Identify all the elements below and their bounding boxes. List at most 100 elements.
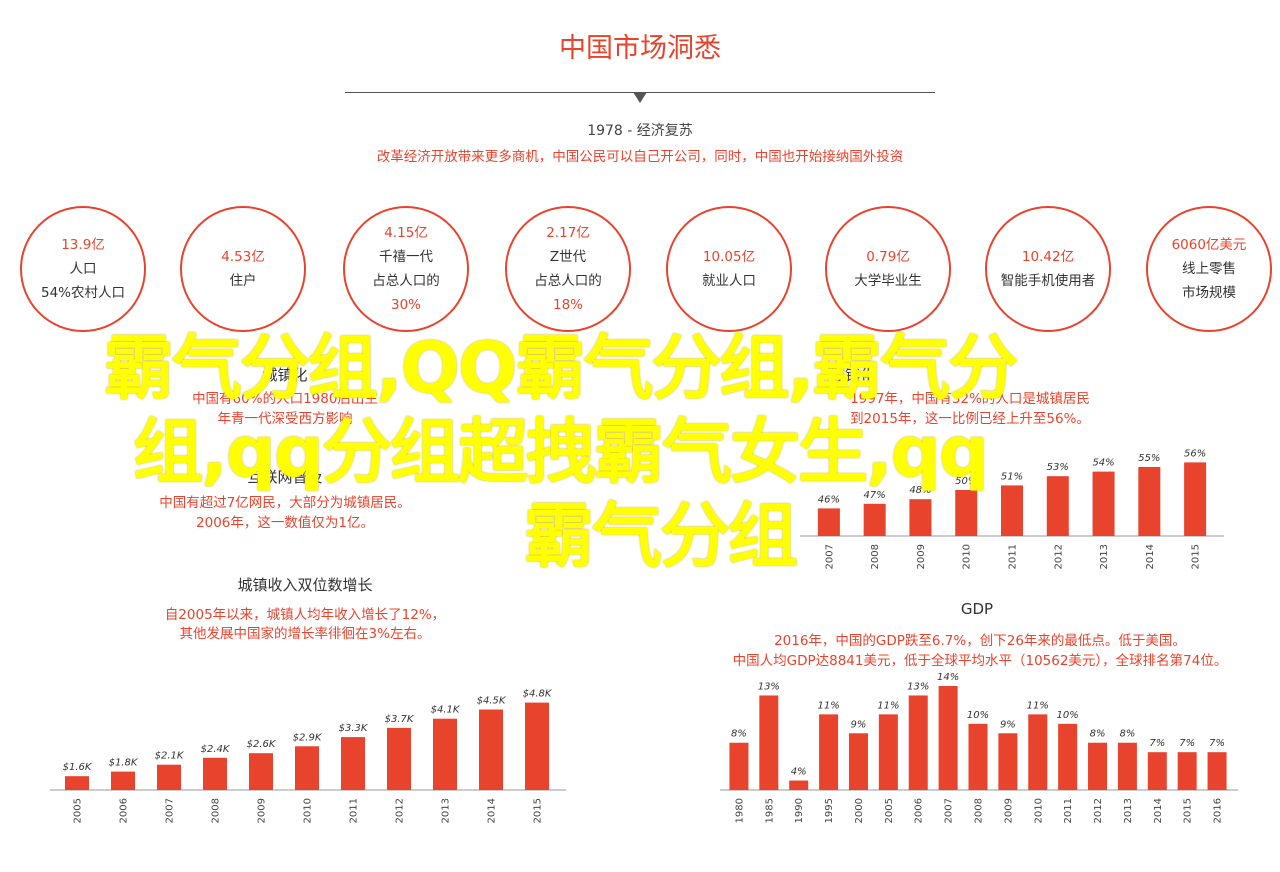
data-label: $2.6K bbox=[247, 739, 277, 750]
data-label: 11% bbox=[1027, 700, 1049, 711]
stat-circle-line: 大学毕业生 bbox=[854, 273, 922, 289]
bar bbox=[111, 771, 135, 790]
right-urban-heading: 城镇化 bbox=[830, 366, 876, 384]
bar bbox=[909, 499, 932, 536]
data-label: $3.3K bbox=[339, 723, 369, 734]
stat-circle-line: 线上零售 bbox=[1182, 261, 1236, 277]
x-tick-label: 2014 bbox=[487, 798, 498, 823]
x-tick-label: 2015 bbox=[1191, 544, 1202, 569]
data-label: 48% bbox=[909, 485, 931, 496]
bar bbox=[848, 733, 868, 790]
x-tick-label: 2011 bbox=[349, 798, 360, 823]
stat-circle-line: Z世代 bbox=[549, 249, 587, 265]
data-label: 13% bbox=[758, 681, 780, 692]
data-label: 47% bbox=[864, 490, 886, 501]
data-label: 53% bbox=[1047, 462, 1069, 473]
bar bbox=[968, 723, 988, 790]
stat-circle: 2.17亿 Z世代 占总人口的 18% bbox=[505, 206, 631, 332]
x-tick-label: 2005 bbox=[73, 798, 84, 823]
x-tick-label: 2008 bbox=[211, 798, 222, 823]
stat-circle: 4.15亿 千禧一代 占总人口的 30% bbox=[343, 206, 469, 332]
x-tick-label: 2009 bbox=[916, 544, 927, 569]
bar bbox=[1117, 742, 1137, 790]
x-tick-label: 2007 bbox=[824, 544, 835, 569]
stat-circle-line: 13.9亿 bbox=[61, 237, 105, 253]
internet-note-2: 2006年，这一数值仅为1亿。 bbox=[196, 515, 374, 531]
x-tick-label: 2014 bbox=[1145, 544, 1156, 569]
stat-circle-line: 4.15亿 bbox=[384, 225, 428, 241]
x-tick-label: 2011 bbox=[1008, 544, 1019, 569]
stat-circle-line: 占总人口的 bbox=[534, 273, 602, 289]
stat-circle: 10.05亿 就业人口 bbox=[666, 206, 792, 332]
x-tick-label: 2010 bbox=[303, 798, 314, 823]
data-label: $2.1K bbox=[155, 751, 185, 762]
bar bbox=[1147, 752, 1167, 790]
bar bbox=[157, 764, 181, 790]
bar bbox=[1088, 742, 1108, 790]
x-tick-label: 2010 bbox=[1033, 798, 1044, 823]
x-tick-label: 1990 bbox=[794, 798, 805, 823]
x-tick-label: 2015 bbox=[1183, 798, 1194, 823]
x-tick-label: 1985 bbox=[764, 798, 775, 823]
data-label: 10% bbox=[967, 710, 989, 721]
x-tick-label: 2016 bbox=[1213, 798, 1224, 823]
year-line: 1978 - 经济复苏 bbox=[587, 123, 693, 139]
right-urban-note-2: 到2015年，这一比例已经上升至56%。 bbox=[850, 411, 1090, 427]
stat-circle-line: 占总人口的 bbox=[372, 273, 440, 289]
data-label: 8% bbox=[1119, 729, 1135, 740]
bar bbox=[1001, 485, 1023, 536]
data-label: $3.7K bbox=[385, 714, 415, 725]
urbanization-note-1: 中国有60%的人口1980后出生 bbox=[192, 391, 378, 407]
x-tick-label: 2006 bbox=[119, 798, 130, 823]
gdp-heading: GDP bbox=[960, 600, 994, 618]
stat-circle: 4.53亿 住户 bbox=[180, 206, 306, 332]
income-heading: 城镇收入双位数增长 bbox=[237, 576, 373, 594]
x-tick-label: 2013 bbox=[441, 798, 452, 823]
data-label: 11% bbox=[817, 700, 839, 711]
stat-circle-line: 54%农村人口 bbox=[40, 285, 125, 301]
bar bbox=[249, 753, 273, 790]
header-description: 改革经济开放带来更多商机，中国公民可以自己开公司，同时，中国也开始接纳国外投资 bbox=[376, 149, 904, 165]
x-tick-label: 2011 bbox=[1063, 798, 1074, 823]
x-tick-label: 2005 bbox=[884, 798, 895, 823]
data-label: 56% bbox=[1184, 448, 1206, 459]
stat-circle-line: 市场规模 bbox=[1182, 285, 1236, 301]
income-bar-chart: $1.6K 2005 $1.8K 2006 $2.1K 2007 $2.4K 2008 $2.6… bbox=[50, 689, 566, 823]
bar bbox=[387, 727, 411, 790]
stat-circle-line: 2.17亿 bbox=[546, 225, 590, 241]
income-note-1: 自2005年以来，城镇人均年收入增长了12%， bbox=[164, 607, 446, 623]
data-label: 14% bbox=[937, 672, 959, 683]
bar bbox=[1184, 462, 1207, 536]
bar bbox=[525, 702, 549, 790]
data-label: 10% bbox=[1057, 710, 1079, 721]
bar bbox=[1177, 752, 1197, 790]
stat-circle-line: 6060亿美元 bbox=[1171, 237, 1247, 253]
stat-circle: 6060亿美元 线上零售市场规模 bbox=[1146, 206, 1272, 332]
data-label: 8% bbox=[1090, 729, 1106, 740]
bar bbox=[433, 718, 457, 790]
bar bbox=[1138, 467, 1161, 536]
stat-circle-line: 30% bbox=[390, 297, 421, 313]
bar bbox=[1028, 714, 1048, 790]
stat-circle: 0.79亿 大学毕业生 bbox=[825, 206, 951, 332]
x-tick-label: 2007 bbox=[944, 798, 955, 823]
bar bbox=[819, 714, 839, 790]
data-label: 50% bbox=[955, 476, 977, 487]
gdp-note-2: 中国人均GDP达8841美元，低于全球平均水平（10562美元），全球排名第74… bbox=[732, 653, 1228, 669]
data-label: 7% bbox=[1179, 738, 1195, 749]
bar bbox=[65, 776, 89, 790]
data-label: 54% bbox=[1092, 458, 1114, 469]
data-label: 4% bbox=[791, 767, 807, 778]
data-label: 11% bbox=[877, 700, 899, 711]
bar bbox=[789, 780, 809, 790]
stat-circle: 13.9亿 人口 54%农村人口 bbox=[20, 206, 146, 332]
data-label: $2.9K bbox=[293, 732, 323, 743]
data-label: 7% bbox=[1149, 738, 1165, 749]
x-tick-label: 2010 bbox=[962, 544, 973, 569]
data-label: 9% bbox=[1000, 719, 1016, 730]
bar bbox=[479, 709, 503, 790]
stat-circle-line: 10.05亿 bbox=[702, 249, 756, 265]
internet-note-1: 中国有超过7亿网民，大部分为城镇居民。 bbox=[159, 495, 411, 511]
data-label: 7% bbox=[1209, 738, 1225, 749]
bar bbox=[1058, 723, 1078, 790]
